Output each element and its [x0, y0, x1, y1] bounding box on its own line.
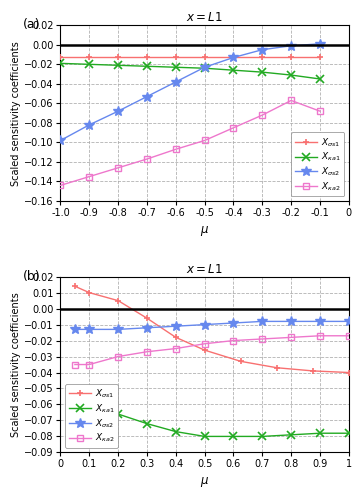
- Y-axis label: Scaled sensitivity coefficients: Scaled sensitivity coefficients: [11, 41, 21, 186]
- Title: $x = L1$: $x = L1$: [186, 11, 223, 24]
- Text: (b): (b): [23, 270, 41, 282]
- Legend: $X_{\sigma s1}$, $X_{\kappa a1}$, $X_{\sigma s2}$, $X_{\kappa a2}$: $X_{\sigma s1}$, $X_{\kappa a1}$, $X_{\s…: [291, 132, 344, 196]
- X-axis label: $\mu$: $\mu$: [200, 475, 209, 489]
- Title: $x = L1$: $x = L1$: [186, 262, 223, 276]
- Y-axis label: Scaled sensitivity coefficients: Scaled sensitivity coefficients: [11, 292, 21, 437]
- Legend: $X_{\sigma s1}$, $X_{\kappa a1}$, $X_{\sigma s2}$, $X_{\kappa a2}$: $X_{\sigma s1}$, $X_{\kappa a1}$, $X_{\s…: [65, 384, 118, 448]
- Text: (a): (a): [23, 18, 40, 31]
- X-axis label: $\mu$: $\mu$: [200, 224, 209, 237]
